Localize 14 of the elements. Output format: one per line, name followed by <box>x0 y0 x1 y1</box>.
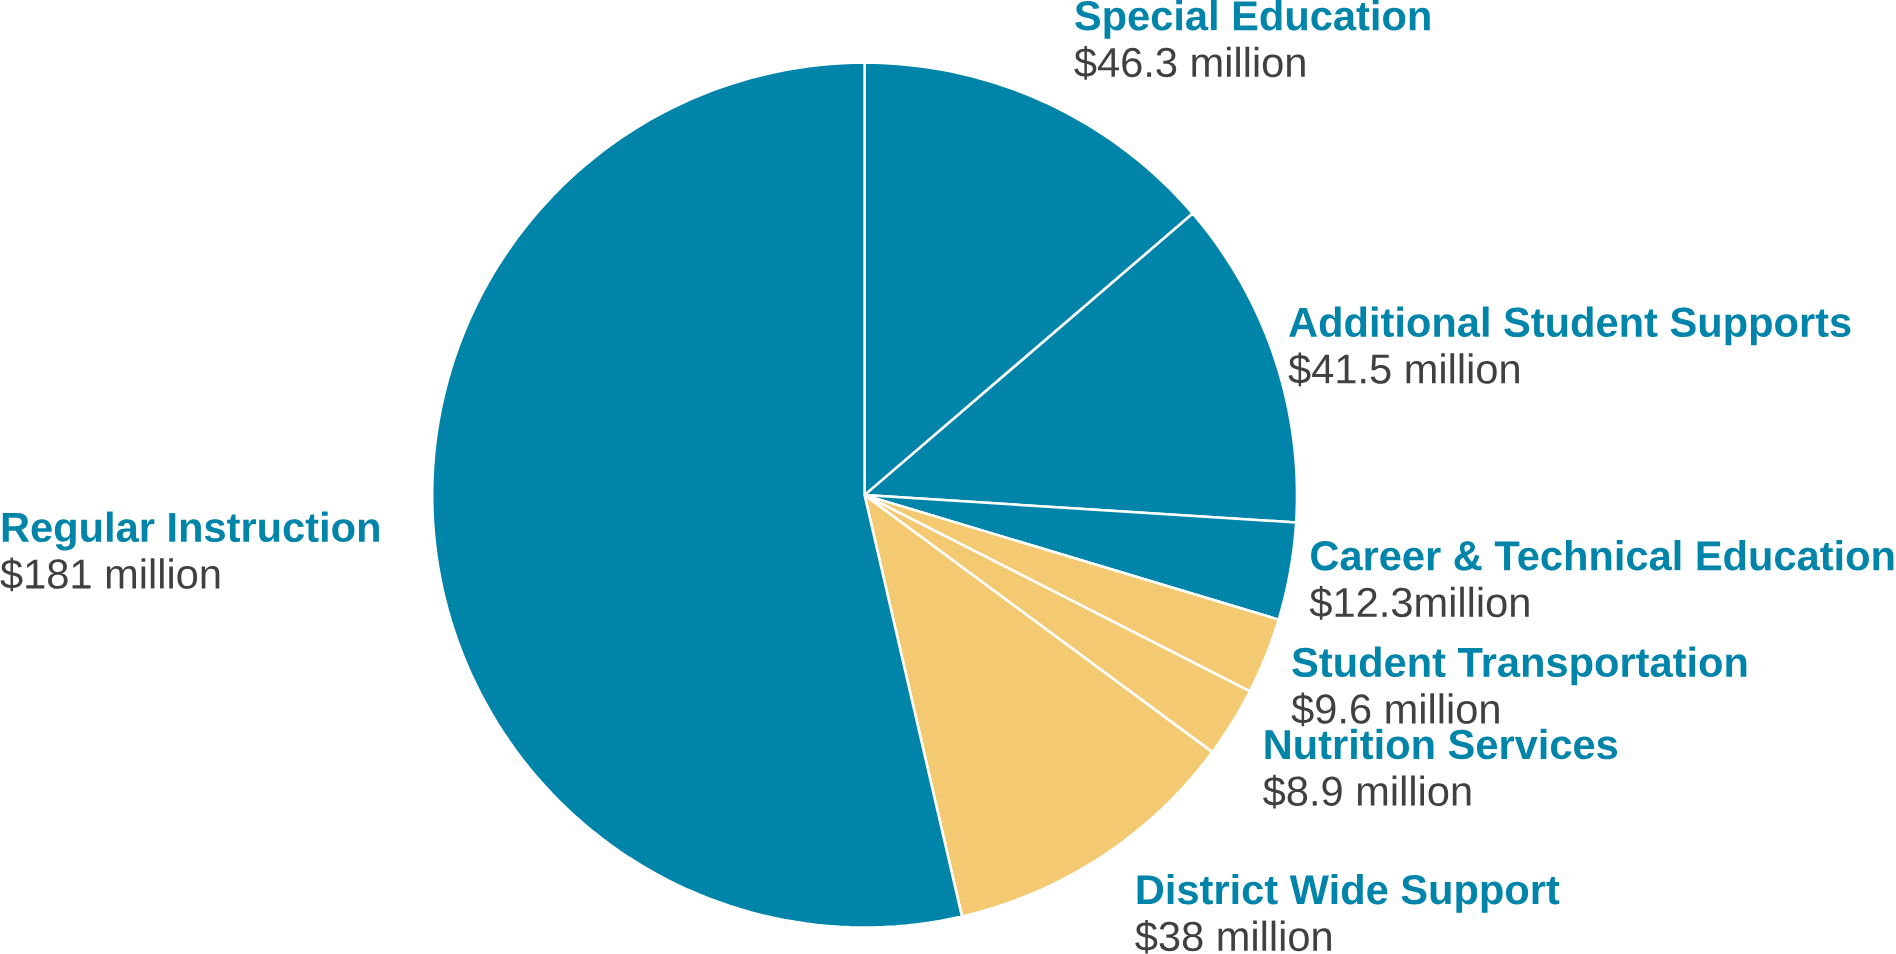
data-label: $38 million <box>1135 920 1331 954</box>
slice-label: Student Transportation <box>1292 646 1747 686</box>
data-label: $41.5 million <box>1288 352 1519 387</box>
slice-label: Regular Instruction <box>2 511 379 551</box>
slice-label: Additional Student Supports <box>1289 306 1851 346</box>
data-label: $8.9 million <box>1263 774 1471 809</box>
data-label: $46.3 million <box>1074 46 1305 80</box>
slice-label: Career & Technical Education <box>1311 540 1894 571</box>
data-label: $12.3million <box>1309 586 1529 620</box>
slice-label: District Wide Support <box>1137 874 1560 913</box>
data-label: $181 million <box>0 557 220 592</box>
slice-label: Special Education <box>1075 0 1430 39</box>
data-label: $9.6 million <box>1291 692 1499 727</box>
slice-label: Nutrition Services <box>1265 728 1618 760</box>
